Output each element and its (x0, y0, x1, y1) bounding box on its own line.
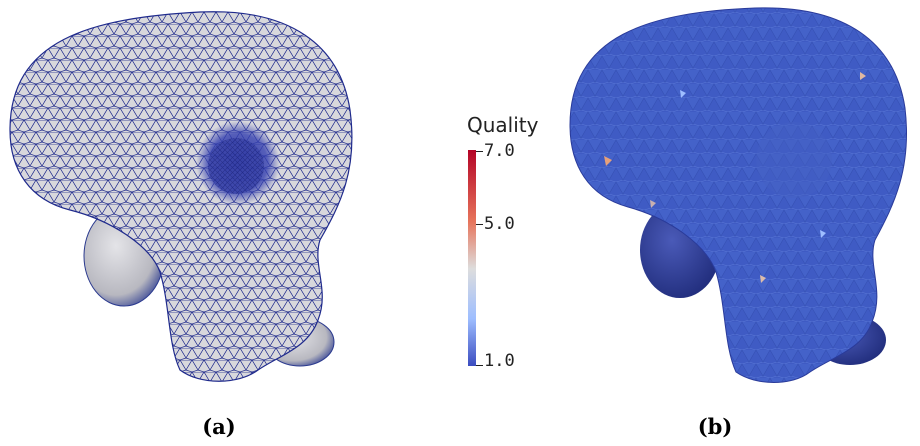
mesh-panel-a (0, 0, 450, 400)
mesh-wireframe-view (9, 11, 353, 382)
mesh-panel-b (560, 0, 920, 400)
quality-colorbar: Quality 7.0 5.0 1.0 (462, 110, 572, 380)
caption-a: (a) (202, 414, 236, 439)
colorbar-tick-bottom (476, 365, 483, 366)
colorbar-tick-top (476, 151, 483, 152)
quality-hotspot (650, 200, 656, 208)
colorbar-tick-mid (476, 224, 483, 225)
colorbar-gradient (468, 150, 476, 366)
colorbar-title: Quality (467, 113, 539, 137)
head-outline-b (569, 7, 908, 383)
quality-hotspot (820, 230, 826, 238)
quality-hotspot (860, 72, 866, 80)
refined-core (208, 138, 264, 194)
colorbar-label-max: 7.0 (484, 141, 515, 161)
colorbar-label-min: 1.0 (484, 351, 515, 371)
quality-hotspot (680, 90, 686, 98)
caption-b: (b) (697, 414, 733, 439)
quality-hotspot (760, 275, 766, 283)
colorbar-label-mid: 5.0 (484, 214, 515, 234)
head-outline (9, 11, 353, 382)
quality-hotspot (604, 156, 612, 166)
refined-region-b (756, 122, 832, 198)
mesh-quality-view (569, 7, 908, 383)
